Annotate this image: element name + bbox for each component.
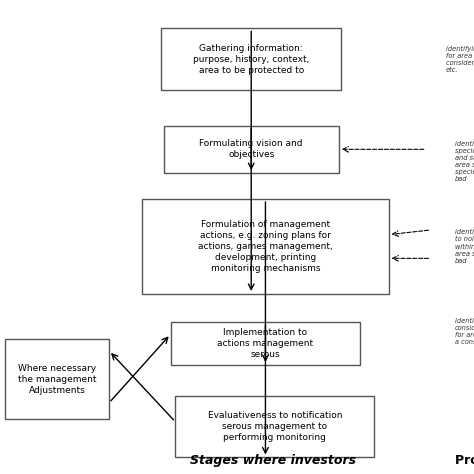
Text: Gathering information:
purpose, history, context,
area to be protected to: Gathering information: purpose, history,… (193, 44, 310, 75)
Text: Where necessary
the management
Adjustments: Where necessary the management Adjustmen… (18, 364, 96, 395)
Text: Stages where investors: Stages where investors (190, 454, 356, 467)
Text: Formulation of management
actions, e.g. zoning plans for
actions, games manageme: Formulation of management actions, e.g. … (198, 220, 333, 273)
Text: Evaluativeness to notification
serous management to
performing monitoring: Evaluativeness to notification serous ma… (208, 411, 342, 442)
Text: identifying se
species bad
and start to
area selected
species be
bad: identifying se species bad and start to … (455, 141, 474, 182)
Text: identifying se
to noitubirtnoc
within species
area selected
bad: identifying se to noitubirtnoc within sp… (455, 229, 474, 264)
Bar (161, 28, 341, 90)
Text: identifying se
for area selected
consideration, a
etc.: identifying se for area selected conside… (446, 46, 474, 73)
Bar (175, 396, 374, 457)
Text: identifying se
consideration
for area selected
a conservation: identifying se consideration for area se… (455, 318, 474, 346)
Text: Implementation to
actions management
serous: Implementation to actions management ser… (218, 328, 313, 359)
Bar (5, 339, 109, 419)
Text: Formulating vision and
objectives: Formulating vision and objectives (200, 139, 303, 159)
Bar (142, 199, 389, 294)
Text: Protected area management b: Protected area management b (455, 454, 474, 467)
Bar (171, 322, 360, 365)
Bar (164, 126, 339, 173)
